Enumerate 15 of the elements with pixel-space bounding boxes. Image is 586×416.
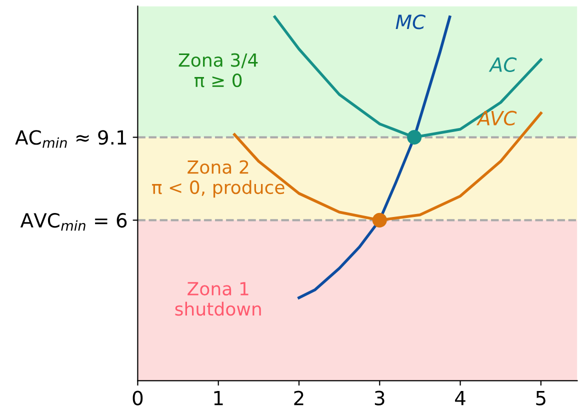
y-tick-label: AC$_{min}$ ≈ 9.1 xyxy=(15,130,126,148)
band-label: Zona 2 π < 0, produce xyxy=(152,160,284,198)
band-label: Zona 1 shutdown xyxy=(175,282,261,316)
line-series xyxy=(298,16,452,300)
series-label: AVC xyxy=(476,110,517,126)
y-tick-label: AVC$_{min}$ = 6 xyxy=(20,212,127,231)
x-tick-label: 3 xyxy=(374,390,384,406)
series-label: MC xyxy=(396,14,426,30)
x-tick-label: 0 xyxy=(132,390,143,406)
x-tick-label: 2 xyxy=(294,390,304,406)
series-label: AC xyxy=(488,57,517,72)
band-label: Zona 3/4 π ≥ 0 xyxy=(178,53,258,88)
x-tick-label: 4 xyxy=(455,390,466,406)
x-tick-label: 5 xyxy=(536,390,546,406)
x-tick-label: 1 xyxy=(214,390,223,406)
